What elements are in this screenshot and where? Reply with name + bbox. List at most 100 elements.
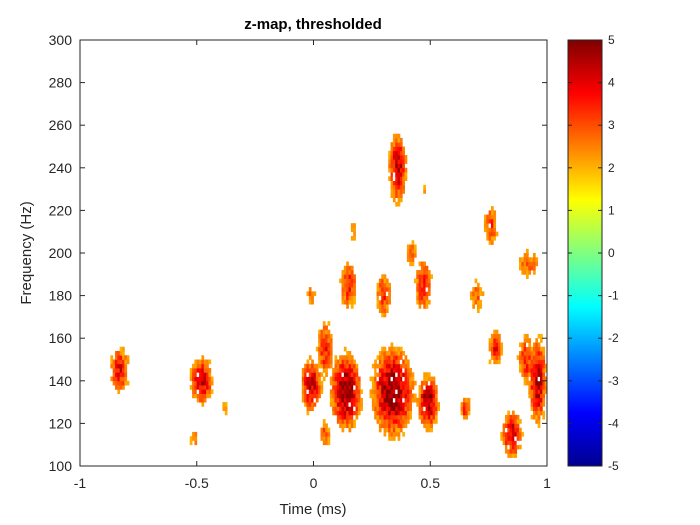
heatmap-cell bbox=[323, 360, 326, 365]
heatmap-cell bbox=[391, 164, 394, 169]
heatmap-cell bbox=[405, 415, 408, 420]
heatmap-cell bbox=[117, 351, 120, 356]
heatmap-cell bbox=[398, 385, 401, 390]
heatmap-cell bbox=[386, 368, 389, 373]
heatmap-cell bbox=[421, 415, 424, 420]
heatmap-cell bbox=[391, 355, 394, 360]
heatmap-cell bbox=[201, 355, 204, 360]
heatmap-cell bbox=[505, 428, 508, 433]
heatmap-cell bbox=[391, 432, 394, 437]
heatmap-cell bbox=[468, 402, 471, 407]
heatmap-cell bbox=[225, 411, 228, 416]
heatmap-cell bbox=[540, 372, 543, 377]
heatmap-cell bbox=[421, 274, 424, 279]
heatmap-cell bbox=[321, 330, 324, 335]
heatmap-cell bbox=[349, 402, 352, 407]
heatmap-cell bbox=[393, 181, 396, 186]
heatmap-cell bbox=[307, 291, 310, 296]
heatmap-cell bbox=[318, 330, 321, 335]
heatmap-cell bbox=[477, 308, 480, 313]
heatmap-cell bbox=[349, 287, 352, 292]
heatmap-cell bbox=[335, 385, 338, 390]
heatmap-cell bbox=[393, 155, 396, 160]
heatmap-cell bbox=[512, 423, 515, 428]
heatmap-cell bbox=[379, 381, 382, 386]
heatmap-cell bbox=[531, 262, 534, 267]
heatmap-cell bbox=[332, 385, 335, 390]
heatmap-cell bbox=[430, 398, 433, 403]
heatmap-cell bbox=[542, 368, 545, 373]
heatmap-cell bbox=[428, 406, 431, 411]
y-tick-label: 240 bbox=[49, 160, 73, 176]
heatmap-cell bbox=[318, 377, 321, 382]
heatmap-cell bbox=[360, 398, 363, 403]
heatmap-cell bbox=[409, 262, 412, 267]
heatmap-cell bbox=[528, 347, 531, 352]
heatmap-cell bbox=[122, 372, 125, 377]
heatmap-cell bbox=[192, 364, 195, 369]
heatmap-cell bbox=[122, 385, 125, 390]
heatmap-cell bbox=[353, 381, 356, 386]
heatmap-cell bbox=[314, 291, 317, 296]
heatmap-cell bbox=[489, 210, 492, 215]
heatmap-cell bbox=[433, 402, 436, 407]
heatmap-cell bbox=[398, 176, 401, 181]
heatmap-cell bbox=[409, 394, 412, 399]
heatmap-cell bbox=[505, 436, 508, 441]
heatmap-cell bbox=[426, 270, 429, 275]
heatmap-cell bbox=[409, 253, 412, 258]
heatmap-cell bbox=[519, 266, 522, 271]
heatmap-cell bbox=[332, 411, 335, 416]
heatmap-cell bbox=[386, 304, 389, 309]
heatmap-cell bbox=[388, 415, 391, 420]
heatmap-cell bbox=[402, 147, 405, 152]
heatmap-cell bbox=[384, 415, 387, 420]
heatmap-cell bbox=[421, 266, 424, 271]
heatmap-cell bbox=[486, 227, 489, 232]
heatmap-cell bbox=[353, 360, 356, 365]
heatmap-cell bbox=[526, 364, 529, 369]
heatmap-cell bbox=[407, 398, 410, 403]
heatmap-cell bbox=[393, 432, 396, 437]
heatmap-cell bbox=[524, 368, 527, 373]
heatmap-cell bbox=[426, 389, 429, 394]
heatmap-cell bbox=[477, 283, 480, 288]
heatmap-cell bbox=[342, 389, 345, 394]
heatmap-cell bbox=[208, 381, 211, 386]
heatmap-cell bbox=[538, 360, 541, 365]
heatmap-cell bbox=[393, 368, 396, 373]
heatmap-cell bbox=[519, 257, 522, 262]
heatmap-cell bbox=[426, 398, 429, 403]
heatmap-cell bbox=[117, 360, 120, 365]
heatmap-cell bbox=[531, 351, 534, 356]
heatmap-cell bbox=[400, 372, 403, 377]
heatmap-cell bbox=[400, 168, 403, 173]
heatmap-cell bbox=[398, 406, 401, 411]
heatmap-cell bbox=[201, 394, 204, 399]
heatmap-cell bbox=[379, 394, 382, 399]
heatmap-cell bbox=[419, 270, 422, 275]
heatmap-cell bbox=[351, 236, 354, 241]
heatmap-cell bbox=[517, 415, 520, 420]
colorbar-tick-label: 1 bbox=[608, 203, 615, 217]
heatmap-cell bbox=[372, 381, 375, 386]
heatmap-cell bbox=[386, 296, 389, 301]
heatmap-cell bbox=[190, 385, 193, 390]
heatmap-cell bbox=[353, 227, 356, 232]
heatmap-cell bbox=[393, 398, 396, 403]
heatmap-cell bbox=[339, 364, 342, 369]
heatmap-cell bbox=[337, 364, 340, 369]
heatmap-cell bbox=[379, 415, 382, 420]
heatmap-cell bbox=[208, 377, 211, 382]
heatmap-cell bbox=[194, 377, 197, 382]
heatmap-cell bbox=[528, 262, 531, 267]
heatmap-cell bbox=[395, 381, 398, 386]
heatmap-cell bbox=[405, 385, 408, 390]
heatmap-cell bbox=[533, 364, 536, 369]
heatmap-cell bbox=[120, 381, 123, 386]
heatmap-cell bbox=[321, 372, 324, 377]
heatmap-cell bbox=[208, 385, 211, 390]
heatmap-cell bbox=[538, 419, 541, 424]
heatmap-cell bbox=[342, 355, 345, 360]
heatmap-cell bbox=[430, 381, 433, 386]
